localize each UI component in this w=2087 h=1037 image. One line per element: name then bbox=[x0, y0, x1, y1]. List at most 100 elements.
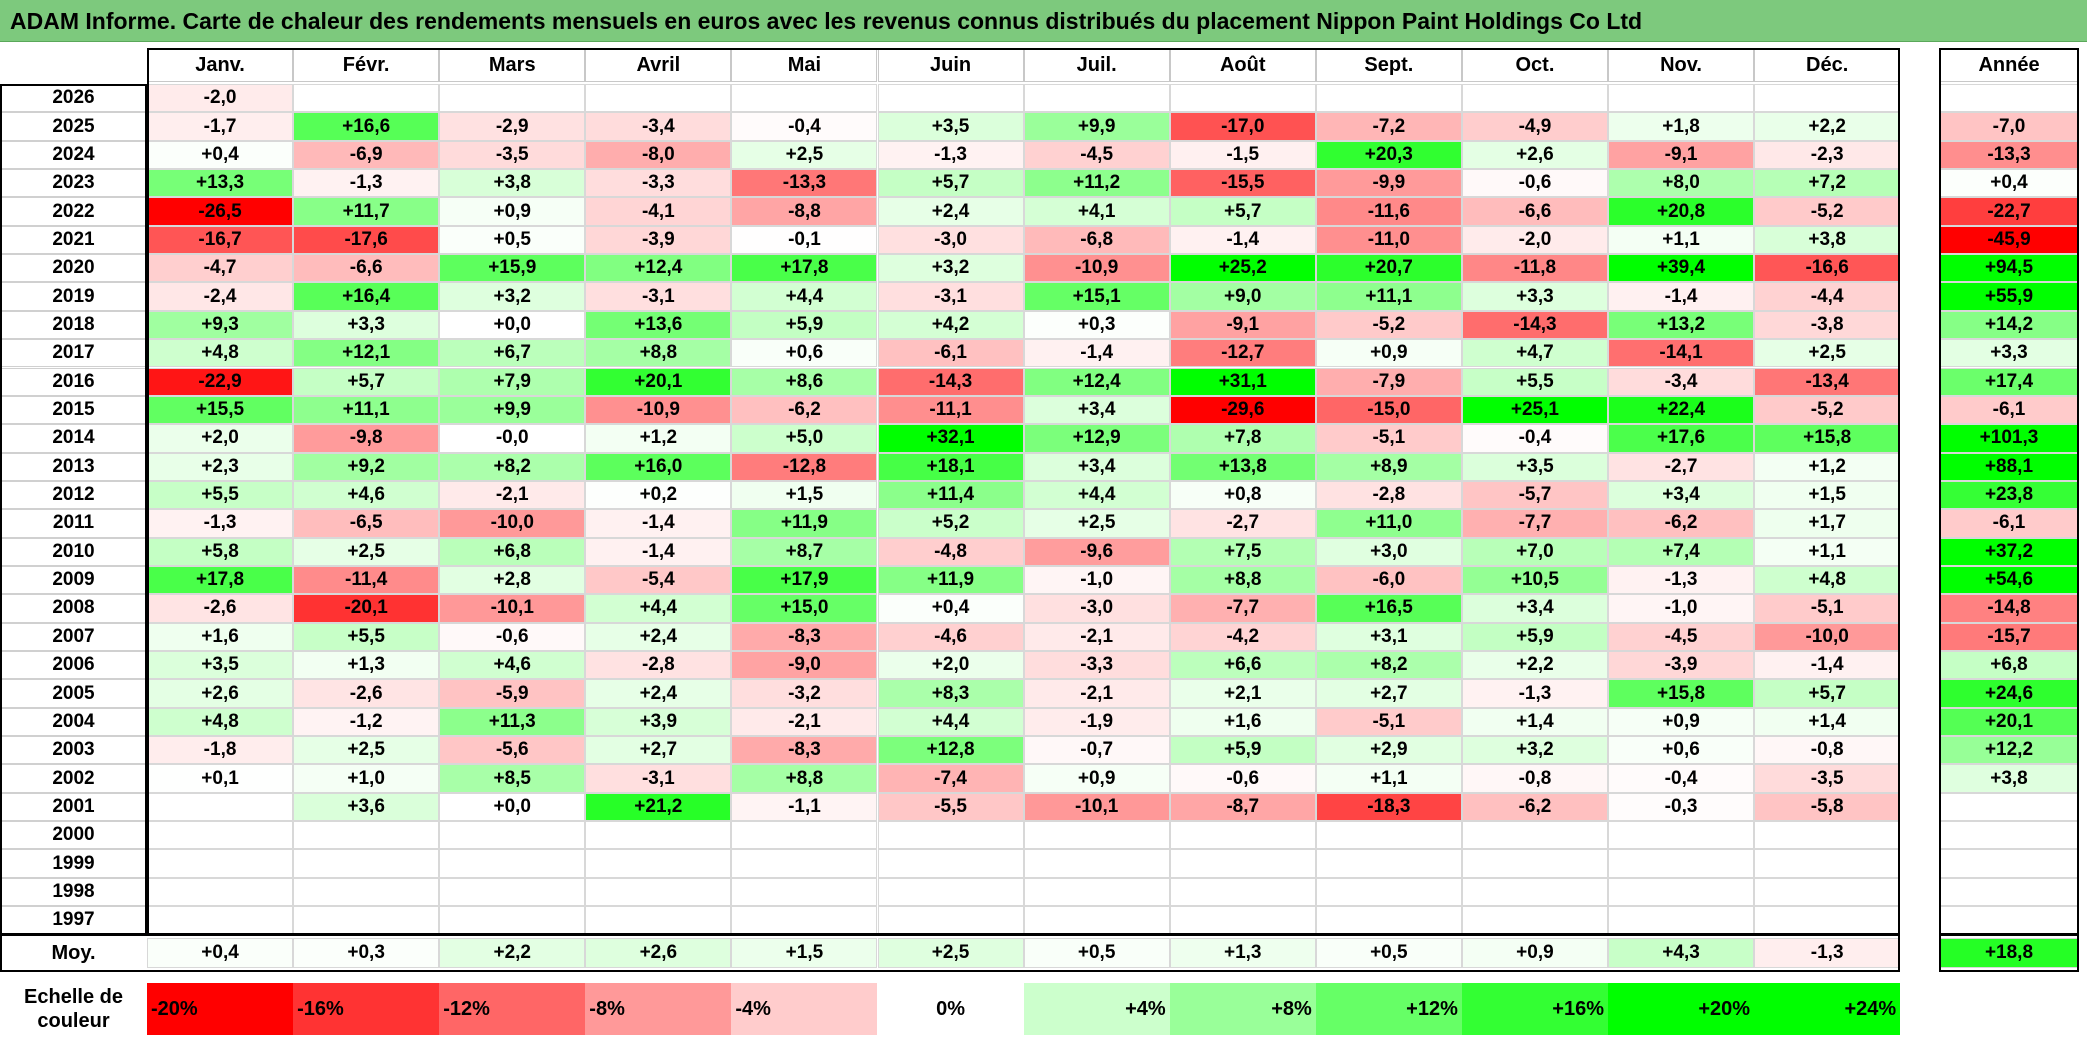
heatmap-cell: +5,8 bbox=[147, 537, 294, 566]
year-label: 2021 bbox=[0, 225, 147, 255]
heatmap-cell: +13,8 bbox=[1169, 452, 1316, 481]
annual-cell: -15,7 bbox=[1939, 622, 2079, 651]
heatmap-cell: -10,9 bbox=[585, 395, 732, 425]
heatmap-cell: -0,3 bbox=[1608, 792, 1755, 822]
heatmap-cell: -0,8 bbox=[1461, 764, 1608, 793]
month-header: Août bbox=[1169, 48, 1316, 82]
heatmap-cell: -2,7 bbox=[1169, 509, 1316, 538]
color-scale-swatch: +24% bbox=[1754, 983, 1901, 1035]
heatmap-cell: +5,9 bbox=[731, 310, 878, 340]
heatmap-cell: -11,6 bbox=[1315, 197, 1462, 226]
heatmap-cell: +3,3 bbox=[1461, 282, 1608, 311]
color-scale-swatch: -12% bbox=[439, 983, 586, 1035]
heatmap-cell: -5,8 bbox=[1754, 792, 1901, 822]
heatmap-cell bbox=[1315, 821, 1462, 850]
heatmap-cell: +5,7 bbox=[1754, 679, 1901, 708]
heatmap-cell: -3,5 bbox=[1754, 764, 1901, 793]
heatmap-cell bbox=[1169, 877, 1316, 907]
heatmap-cell: +21,2 bbox=[585, 792, 732, 822]
heatmap-cell: +0,0 bbox=[439, 792, 586, 822]
heatmap-cell bbox=[147, 849, 294, 878]
heatmap-cell: -6,6 bbox=[293, 254, 440, 283]
heatmap-cell: -16,7 bbox=[147, 225, 294, 255]
heatmap-cell: -1,0 bbox=[1023, 565, 1170, 595]
heatmap-cell: +4,2 bbox=[877, 310, 1024, 340]
month-header: Janv. bbox=[147, 48, 294, 82]
heatmap-cell: +3,8 bbox=[1754, 225, 1901, 255]
heatmap-cell: +13,2 bbox=[1608, 310, 1755, 340]
heatmap-cell: +8,8 bbox=[731, 764, 878, 793]
heatmap-cell: -14,3 bbox=[877, 367, 1024, 396]
heatmap-cell: -15,5 bbox=[1169, 169, 1316, 198]
heatmap-cell: +1,4 bbox=[1461, 707, 1608, 737]
heatmap-cell: +11,0 bbox=[1315, 509, 1462, 538]
heatmap-cell: -3,5 bbox=[439, 140, 586, 170]
month-header: Mai bbox=[731, 48, 878, 82]
heatmap-cell: +1,1 bbox=[1754, 537, 1901, 566]
average-cell: +4,3 bbox=[1608, 938, 1755, 968]
heatmap-cell: +8,3 bbox=[877, 679, 1024, 708]
heatmap-cell: +0,4 bbox=[147, 140, 294, 170]
year-label: 2017 bbox=[0, 339, 147, 368]
color-scale-swatch: -4% bbox=[731, 983, 878, 1035]
heatmap-cell bbox=[439, 906, 586, 935]
annual-cell: +20,1 bbox=[1939, 707, 2079, 737]
heatmap-cell: -1,3 bbox=[1608, 565, 1755, 595]
heatmap-cell: +5,9 bbox=[1169, 736, 1316, 765]
heatmap-cell bbox=[1608, 849, 1755, 878]
heatmap-cell: -1,5 bbox=[1169, 140, 1316, 170]
heatmap-cell: +3,6 bbox=[293, 792, 440, 822]
heatmap-cell: +2,2 bbox=[1754, 112, 1901, 141]
year-label: 2009 bbox=[0, 565, 147, 595]
heatmap-cell: -1,1 bbox=[731, 792, 878, 822]
heatmap-cell: -2,1 bbox=[1023, 622, 1170, 651]
heatmap-cell: -1,2 bbox=[293, 707, 440, 737]
year-label: 2013 bbox=[0, 452, 147, 481]
heatmap-cell: +0,8 bbox=[1169, 480, 1316, 510]
month-header: Avril bbox=[585, 48, 732, 82]
heatmap-cell: -7,4 bbox=[877, 764, 1024, 793]
heatmap-cell bbox=[147, 792, 294, 822]
heatmap-cell: +11,7 bbox=[293, 197, 440, 226]
heatmap-cell: +5,0 bbox=[731, 424, 878, 453]
heatmap-cell: -4,5 bbox=[1023, 140, 1170, 170]
heatmap-cell: -17,0 bbox=[1169, 112, 1316, 141]
heatmap-cell: +9,9 bbox=[1023, 112, 1170, 141]
heatmap-cell: -2,6 bbox=[293, 679, 440, 708]
heatmap-cell: +0,5 bbox=[439, 225, 586, 255]
heatmap-cell: -7,7 bbox=[1461, 509, 1608, 538]
year-label: 2018 bbox=[0, 310, 147, 340]
heatmap-cell: +2,3 bbox=[147, 452, 294, 481]
annual-cell: +3,3 bbox=[1939, 339, 2079, 368]
heatmap-cell: -7,2 bbox=[1315, 112, 1462, 141]
average-cell: +2,5 bbox=[877, 938, 1024, 968]
heatmap-cell: +11,3 bbox=[439, 707, 586, 737]
heatmap-cell: +3,9 bbox=[585, 707, 732, 737]
heatmap-cell: +5,5 bbox=[293, 622, 440, 651]
heatmap-cell bbox=[731, 877, 878, 907]
heatmap-cell: +11,9 bbox=[877, 565, 1024, 595]
heatmap-cell: +2,9 bbox=[1315, 736, 1462, 765]
heatmap-cell bbox=[585, 849, 732, 878]
heatmap-cell: -4,1 bbox=[585, 197, 732, 226]
heatmap-cell: -0,0 bbox=[439, 424, 586, 453]
heatmap-cell: +7,0 bbox=[1461, 537, 1608, 566]
heatmap-cell: +1,5 bbox=[731, 480, 878, 510]
heatmap-cell: +2,6 bbox=[147, 679, 294, 708]
heatmap-cell: -3,4 bbox=[1608, 367, 1755, 396]
heatmap-cell: +8,9 bbox=[1315, 452, 1462, 481]
heatmap-cell: +7,5 bbox=[1169, 537, 1316, 566]
annual-cell: +94,5 bbox=[1939, 254, 2079, 283]
color-scale-swatch: +8% bbox=[1169, 983, 1316, 1035]
heatmap-cell: +1,2 bbox=[585, 424, 732, 453]
heatmap-cell: +1,6 bbox=[1169, 707, 1316, 737]
heatmap-cell: +11,4 bbox=[877, 480, 1024, 510]
heatmap-cell: +8,2 bbox=[1315, 651, 1462, 680]
heatmap-cell bbox=[1754, 821, 1901, 850]
year-label: 2008 bbox=[0, 594, 147, 623]
heatmap-cell: +20,8 bbox=[1608, 197, 1755, 226]
heatmap-cell: -3,9 bbox=[1608, 651, 1755, 680]
heatmap-cell: +16,5 bbox=[1315, 594, 1462, 623]
annual-cell: -22,7 bbox=[1939, 197, 2079, 226]
heatmap-cell bbox=[1754, 906, 1901, 935]
